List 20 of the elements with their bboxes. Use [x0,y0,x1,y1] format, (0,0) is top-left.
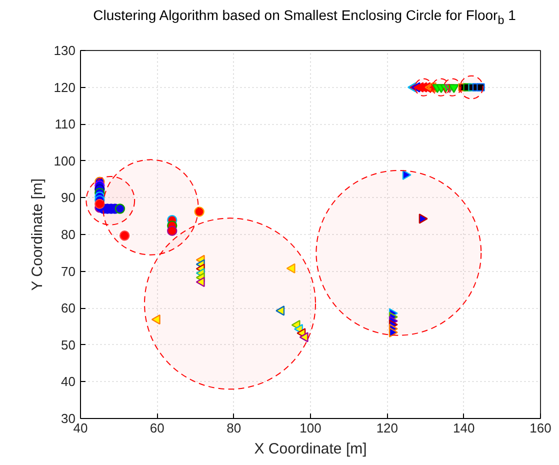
y-tick-label: 130 [54,43,76,58]
y-tick-label: 40 [61,374,76,390]
x-tick-label: 80 [226,420,242,436]
y-tick-label: 110 [54,116,76,132]
y-tick-label: 100 [54,153,76,168]
y-tick-label: 60 [61,300,76,316]
chart-title: Clustering Algorithm based on Smallest Enclosing Circle for Floor$_{b}$ 1 [93,6,516,29]
x-tick-label: 100 [300,420,322,436]
y-tick-label: 50 [61,337,76,352]
y-tick-label: 90 [61,190,76,206]
x-tick-label: 120 [376,420,398,436]
y-tick-label: 30 [61,411,76,426]
y-tick-label: 80 [61,227,76,242]
x-tick-label: 60 [150,420,164,436]
y-axis-title: Y Coordinate [m] [28,178,46,291]
x-axis-title: X Coordinate [m] [254,440,367,458]
y-tick-label: 120 [54,80,76,95]
x-tick-label: 160 [530,420,552,436]
x-tick-label: 140 [452,420,475,436]
y-tick-label: 70 [61,264,76,279]
